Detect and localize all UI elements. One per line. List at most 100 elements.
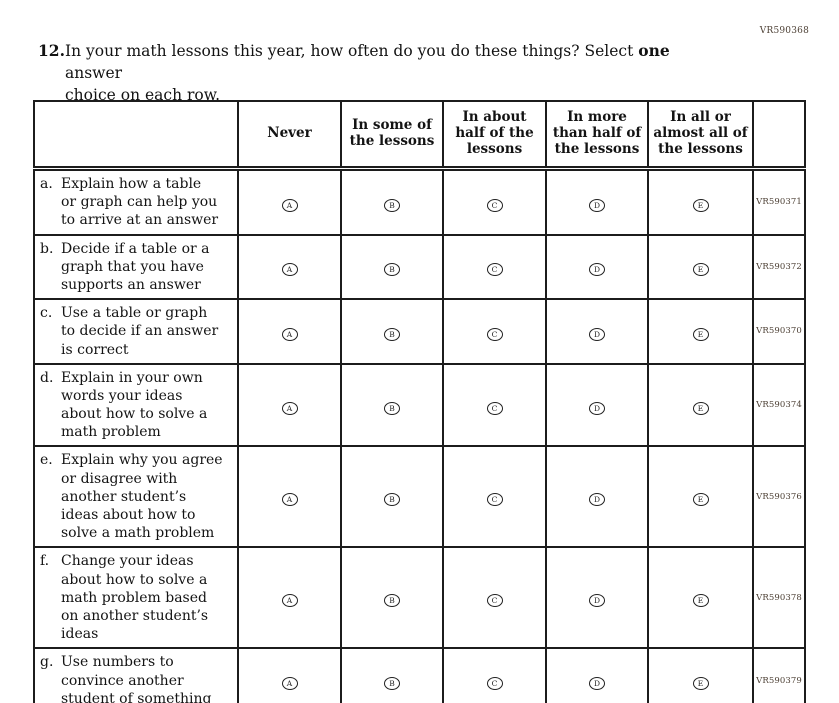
answer-bubble-d[interactable]: D xyxy=(589,493,605,507)
answer-cell: B xyxy=(340,167,444,236)
answer-bubble-e[interactable]: E xyxy=(692,198,709,212)
answer-cell: C xyxy=(442,233,547,301)
answer-bubble-e[interactable]: E xyxy=(692,327,709,341)
answer-bubble-d[interactable]: D xyxy=(589,263,605,277)
row-vr-code: VR590372 xyxy=(752,233,806,301)
answer-bubble-b[interactable]: B xyxy=(384,594,400,608)
answer-bubble-d[interactable]: D xyxy=(589,198,605,212)
answer-bubble-c[interactable]: C xyxy=(486,263,503,277)
answer-cell: D xyxy=(545,445,649,549)
answer-bubble-b[interactable]: B xyxy=(384,493,400,507)
answer-bubble-c[interactable]: C xyxy=(486,401,503,415)
answer-cell: B xyxy=(340,298,444,365)
answer-bubble-a[interactable]: A xyxy=(281,327,298,341)
column-header-all: In all or almost all of the lessons xyxy=(647,100,754,171)
table-row: b. Decide if a table or a graph that you … xyxy=(33,233,806,301)
question-bold-word: one xyxy=(638,41,670,60)
answer-cell: D xyxy=(545,233,649,301)
row-letter: c. xyxy=(40,305,53,322)
row-stem: f. Change your ideas about how to solve a… xyxy=(33,546,239,650)
answer-bubble-e[interactable]: E xyxy=(692,401,709,415)
answer-cell: A xyxy=(237,167,342,236)
response-grid: Never In some of the lessons In about ha… xyxy=(33,100,806,703)
row-text: Change your ideas about how to solve a m… xyxy=(61,553,209,643)
table-row: a. Explain how a table or graph can help … xyxy=(33,167,806,236)
answer-cell: C xyxy=(442,546,547,650)
row-vr-code: VR590379 xyxy=(752,647,806,703)
answer-bubble-d[interactable]: D xyxy=(589,327,605,341)
row-letter: a. xyxy=(40,176,53,192)
question-text-start: In your math lessons this year, how ofte… xyxy=(65,42,639,60)
row-letter: b. xyxy=(40,240,54,257)
answer-cell: A xyxy=(237,445,342,549)
row-stem: g. Use numbers to convince another studen… xyxy=(33,647,239,703)
answer-cell: E xyxy=(647,647,754,703)
table-row: d. Explain in your own words your ideas a… xyxy=(33,362,806,448)
row-letter: d. xyxy=(40,369,54,386)
answer-cell: D xyxy=(545,298,649,365)
column-header-about-half: In about half of the lessons xyxy=(442,100,547,171)
row-text: Explain why you agree or disagree with a… xyxy=(61,452,223,542)
question-text: In your math lessons this year, how ofte… xyxy=(65,40,718,106)
answer-bubble-e[interactable]: E xyxy=(692,594,709,608)
row-text: Explain in your own words your ideas abo… xyxy=(61,369,208,441)
answer-bubble-b[interactable]: B xyxy=(384,263,400,277)
answer-bubble-a[interactable]: A xyxy=(281,401,298,415)
question-line-2: choice on each row. xyxy=(65,86,221,104)
row-vr-code: VR590371 xyxy=(752,167,806,236)
answer-bubble-c[interactable]: C xyxy=(486,327,503,341)
column-header-some: In some of the lessons xyxy=(340,100,444,171)
answer-bubble-c[interactable]: C xyxy=(486,677,503,691)
answer-cell: B xyxy=(340,647,444,703)
answer-bubble-a[interactable]: A xyxy=(281,594,298,608)
question-number: 12. xyxy=(38,41,65,60)
answer-cell: A xyxy=(237,546,342,650)
answer-cell: D xyxy=(545,167,649,236)
answer-cell: A xyxy=(237,298,342,365)
row-letter: e. xyxy=(40,452,53,469)
row-text: Use numbers to convince another student … xyxy=(61,654,212,703)
answer-cell: B xyxy=(340,445,444,549)
table-row: f. Change your ideas about how to solve a… xyxy=(33,546,806,650)
row-text: Explain how a table or graph can help yo… xyxy=(61,176,219,229)
answer-bubble-e[interactable]: E xyxy=(692,677,709,691)
answer-bubble-e[interactable]: E xyxy=(692,493,709,507)
column-header-more-than-half: In more than half of the lessons xyxy=(545,100,649,171)
answer-cell: D xyxy=(545,546,649,650)
answer-bubble-c[interactable]: C xyxy=(486,198,503,212)
row-text: Use a table or graph to decide if an ans… xyxy=(61,305,219,358)
answer-bubble-b[interactable]: B xyxy=(384,198,400,212)
answer-bubble-e[interactable]: E xyxy=(692,263,709,277)
answer-bubble-c[interactable]: C xyxy=(486,493,503,507)
answer-cell: C xyxy=(442,445,547,549)
table-row: e. Explain why you agree or disagree with… xyxy=(33,445,806,549)
answer-cell: D xyxy=(545,647,649,703)
question-text-end: answer xyxy=(65,64,123,82)
row-stem: d. Explain in your own words your ideas a… xyxy=(33,362,239,448)
answer-bubble-b[interactable]: B xyxy=(384,677,400,691)
row-vr-code: VR590374 xyxy=(752,362,806,448)
answer-cell: D xyxy=(545,362,649,448)
answer-bubble-d[interactable]: D xyxy=(589,401,605,415)
answer-bubble-d[interactable]: D xyxy=(589,677,605,691)
row-letter: f. xyxy=(40,553,50,570)
answer-cell: C xyxy=(442,167,547,236)
answer-cell: E xyxy=(647,167,754,236)
answer-bubble-a[interactable]: A xyxy=(281,263,298,277)
answer-cell: E xyxy=(647,445,754,549)
answer-bubble-a[interactable]: A xyxy=(281,198,298,212)
answer-cell: C xyxy=(442,298,547,365)
answer-bubble-c[interactable]: C xyxy=(486,594,503,608)
answer-bubble-a[interactable]: A xyxy=(281,677,298,691)
row-vr-code: VR590370 xyxy=(752,298,806,365)
question-line-1: In your math lessons this year, how ofte… xyxy=(65,40,718,84)
question-12: 12. In your math lessons this year, how … xyxy=(38,40,718,106)
answer-bubble-b[interactable]: B xyxy=(384,327,400,341)
header-row: Never In some of the lessons In about ha… xyxy=(33,100,806,171)
answer-cell: A xyxy=(237,362,342,448)
row-vr-code: VR590378 xyxy=(752,546,806,650)
answer-bubble-d[interactable]: D xyxy=(589,594,605,608)
answer-bubble-a[interactable]: A xyxy=(281,493,298,507)
answer-bubble-b[interactable]: B xyxy=(384,401,400,415)
answer-cell: B xyxy=(340,233,444,301)
